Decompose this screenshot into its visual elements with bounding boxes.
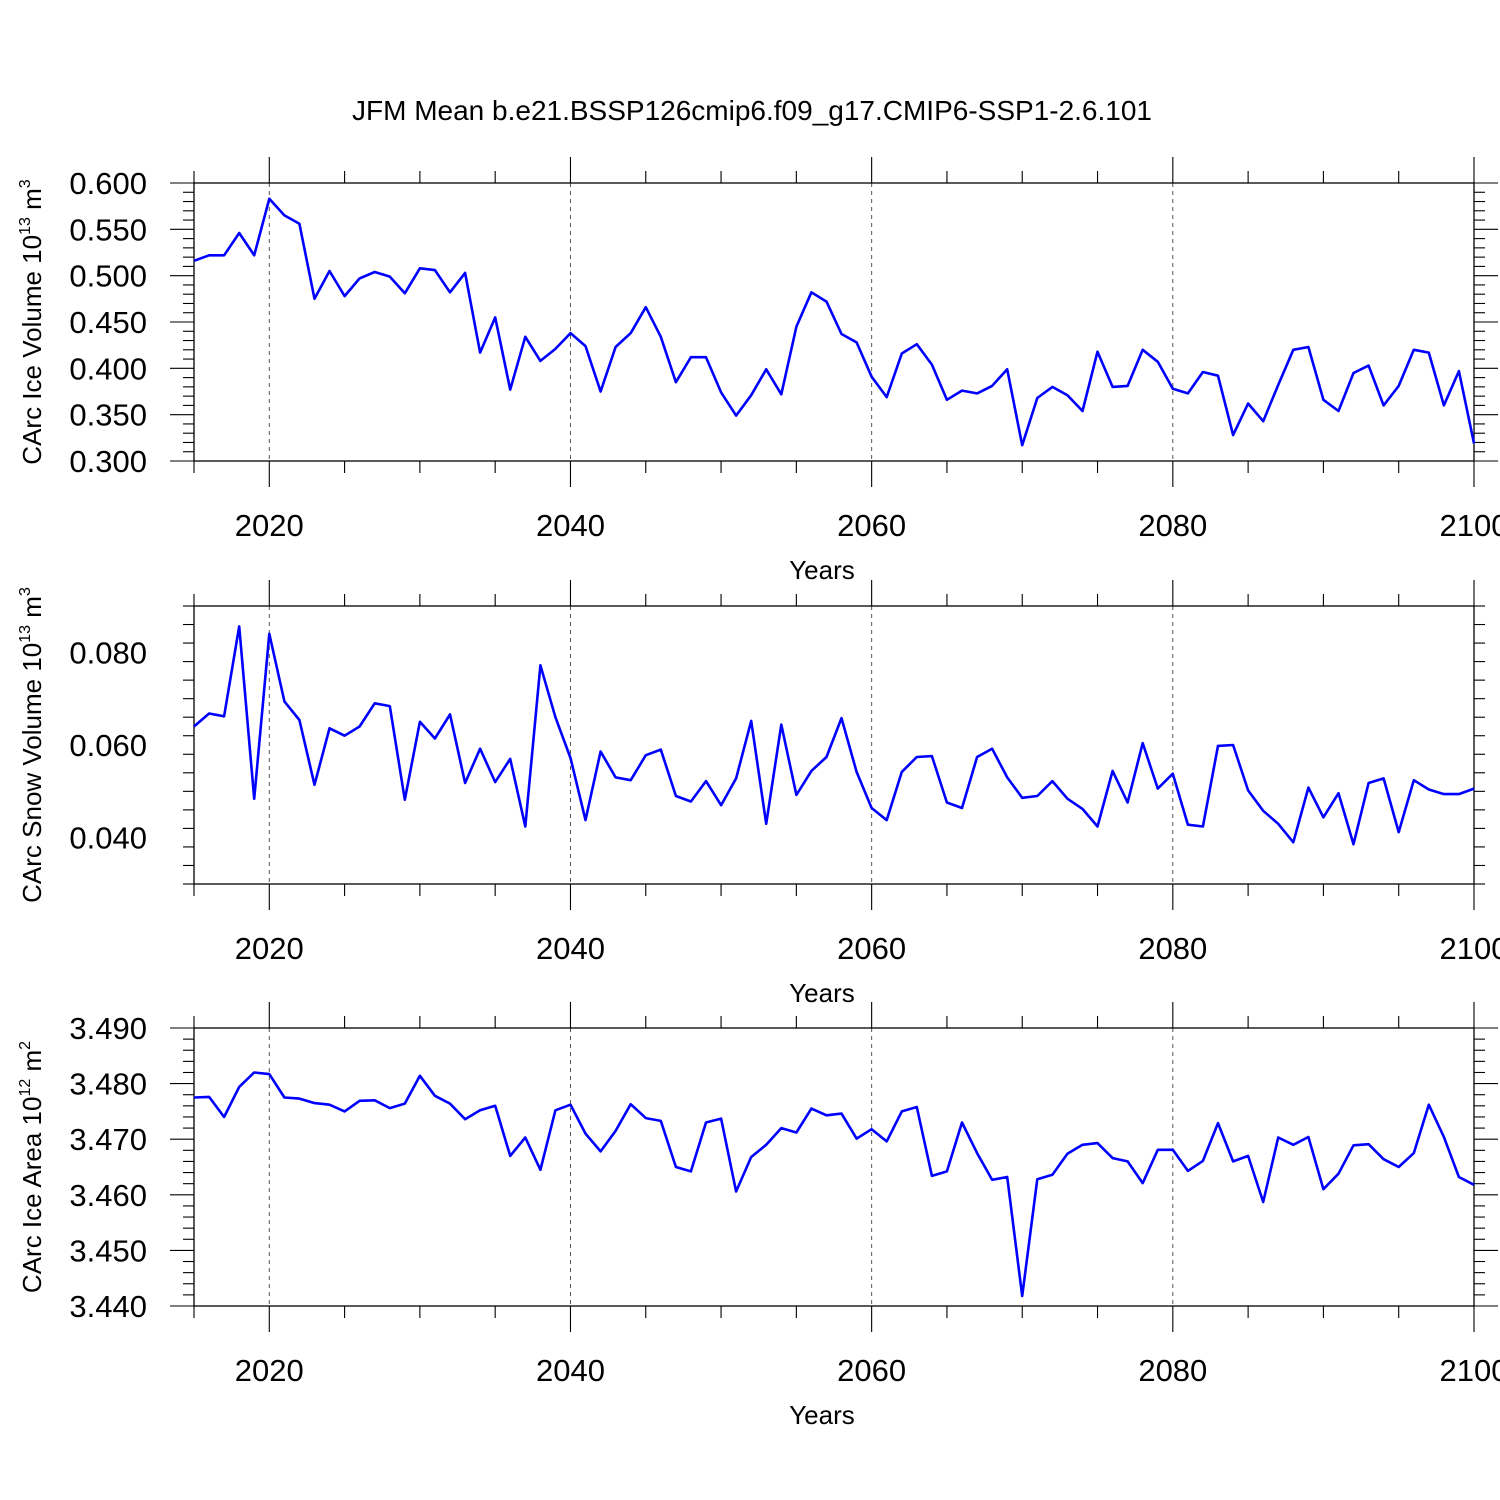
series-line [193, 1071, 1475, 1298]
panel-1: 2020 2040 2060 2080 2100 Years 0.300 0.350 0.400… [17, 157, 1500, 585]
x-axis-label: Years [789, 1400, 855, 1430]
chart-title: JFM Mean b.e21.BSSP126cmip6.f09_g17.CMIP… [352, 95, 1152, 126]
panel-2: 2020 2040 2060 2080 2100 Years 0.040 0.060 0.080… [17, 580, 1500, 1008]
x-tick-label: 2060 [837, 931, 906, 966]
x-tick-label: 2040 [536, 1353, 605, 1388]
x-tick-label: 2080 [1138, 931, 1207, 966]
y-tick-label: 0.350 [69, 398, 147, 433]
y-axis-label: CArc Ice Volume 1013 m3 [17, 179, 47, 464]
y-tick-label: 3.450 [69, 1233, 147, 1268]
x-tick-label: 2080 [1138, 1353, 1207, 1388]
x-tick-label: 2040 [536, 508, 605, 543]
x-tick-label: 2060 [837, 1353, 906, 1388]
x-tick-label: 2020 [235, 931, 304, 966]
y-tick-label: 0.550 [69, 212, 147, 247]
y-tick-label: 0.060 [69, 728, 147, 763]
x-tick-label: 2040 [536, 931, 605, 966]
x-tick-label: 2100 [1440, 508, 1500, 543]
y-axis-label: CArc Ice Area 1012 m2 [17, 1041, 47, 1293]
y-tick-label: 0.300 [69, 444, 147, 479]
y-tick-label: 0.040 [69, 821, 147, 856]
y-tick-label: 0.600 [69, 166, 147, 201]
x-tick-label: 2100 [1440, 931, 1500, 966]
y-tick-label: 0.450 [69, 305, 147, 340]
x-tick-label: 2020 [235, 1353, 304, 1388]
x-tick-label: 2020 [235, 508, 304, 543]
x-tick-label: 2080 [1138, 508, 1207, 543]
y-tick-label: 3.460 [69, 1178, 147, 1213]
x-tick-label: 2100 [1440, 1353, 1500, 1388]
y-tick-label: 3.490 [69, 1011, 147, 1046]
y-tick-label: 3.440 [69, 1289, 147, 1324]
y-tick-label: 0.400 [69, 351, 147, 386]
series-line [193, 625, 1475, 846]
y-tick-label: 3.470 [69, 1122, 147, 1157]
plot-frame [193, 1027, 1475, 1307]
y-tick-label: 0.500 [69, 259, 147, 294]
plot-frame [193, 605, 1475, 885]
plot-frame [193, 182, 1475, 462]
y-axis-label: CArc Snow Volume 1013 m3 [17, 587, 47, 903]
x-axis-label: Years [789, 978, 855, 1008]
y-tick-label: 0.080 [69, 635, 147, 670]
panel-3: 2020 2040 2060 2080 2100 Years 3.440 3.450 3.460… [17, 1002, 1500, 1430]
y-tick-label: 3.480 [69, 1067, 147, 1102]
x-tick-label: 2060 [837, 508, 906, 543]
x-axis-label: Years [789, 555, 855, 585]
series-line [193, 197, 1476, 447]
